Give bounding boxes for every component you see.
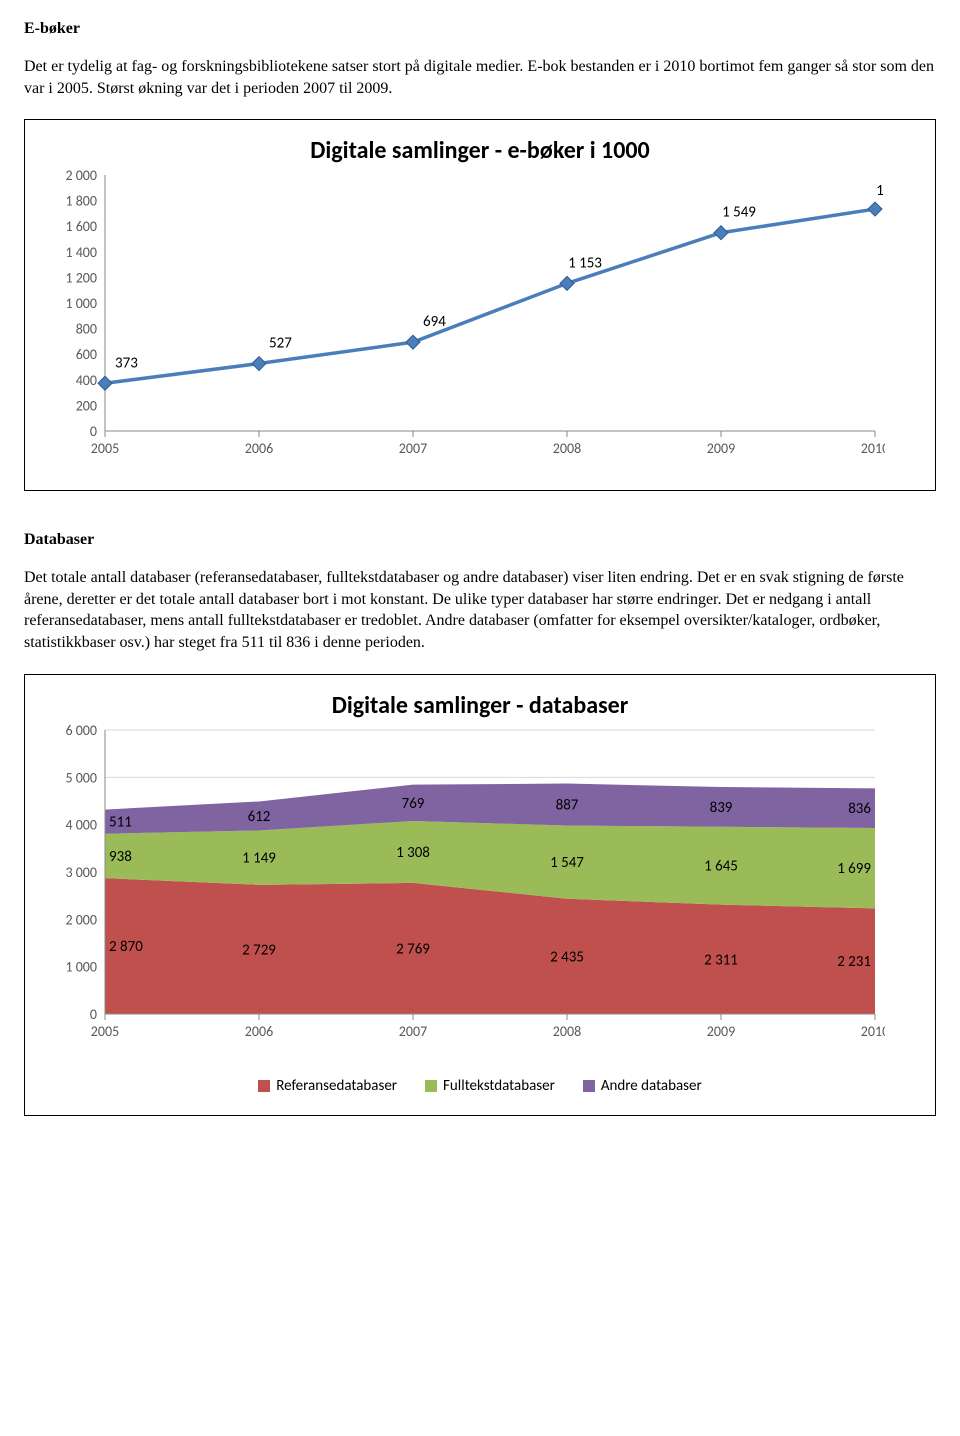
data-label: 694: [423, 313, 446, 331]
x-tick-label: 2009: [707, 440, 735, 457]
data-marker: [560, 277, 574, 291]
legend-item: Fulltekstdatabaser: [425, 1077, 555, 1095]
x-tick-label: 2007: [399, 440, 427, 457]
x-tick-label: 2006: [245, 1023, 273, 1040]
x-tick-label: 2008: [553, 440, 581, 457]
data-label: 511: [109, 813, 132, 831]
legend-swatch: [425, 1080, 437, 1092]
data-label: 836: [848, 800, 871, 818]
data-label: 1 547: [550, 854, 584, 872]
section-heading-databases: Databaser: [24, 531, 936, 549]
section-para-ebooks: Det er tydelig at fag- og forskningsbibl…: [24, 56, 936, 99]
y-tick-label: 2 000: [65, 911, 97, 928]
chart-ebooks-box: Digitale samlinger - e-bøker i 1000 0200…: [24, 119, 936, 491]
y-tick-label: 6 000: [65, 722, 97, 739]
y-tick-label: 200: [76, 398, 97, 415]
y-tick-label: 800: [76, 321, 97, 338]
x-tick-label: 2010: [861, 1023, 885, 1040]
y-tick-label: 4 000: [65, 816, 97, 833]
data-label: 373: [115, 354, 138, 372]
legend-item: Referansedatabaser: [258, 1077, 397, 1095]
data-label: 2 231: [837, 953, 871, 971]
y-tick-label: 1 400: [65, 244, 97, 261]
data-label: 1 734: [876, 182, 885, 200]
legend-item: Andre databaser: [583, 1077, 702, 1095]
data-marker: [98, 376, 112, 390]
y-tick-label: 400: [76, 372, 97, 389]
x-tick-label: 2010: [861, 440, 885, 457]
x-tick-label: 2005: [91, 1023, 119, 1040]
data-label: 1 149: [242, 849, 276, 867]
legend-label: Andre databaser: [601, 1077, 702, 1095]
chart-ebooks-svg: 0 200 400 600 800 1 000 1 200 1 400 1 600 1 800 2 …: [45, 165, 885, 465]
data-label: 2 729: [242, 941, 276, 959]
y-tick-label: 1 000: [65, 958, 97, 975]
y-tick-label: 0: [90, 1006, 97, 1023]
y-tick-label: 1 600: [65, 218, 97, 235]
data-label: 2 870: [109, 938, 143, 956]
data-marker: [252, 357, 266, 371]
data-label: 1 153: [568, 255, 602, 273]
section-heading-ebooks: E-bøker: [24, 20, 936, 38]
chart-ebooks-title: Digitale samlinger - e-bøker i 1000: [45, 136, 915, 165]
data-label: 938: [109, 848, 132, 866]
chart-databases-box: Digitale samlinger - databaser 0 1 000 2 0…: [24, 674, 936, 1116]
y-tick-label: 600: [76, 346, 97, 363]
data-marker: [406, 335, 420, 349]
chart-databases-title: Digitale samlinger - databaser: [45, 691, 915, 720]
x-tick-label: 2007: [399, 1023, 427, 1040]
x-tick-label: 2006: [245, 440, 273, 457]
data-label: 612: [248, 808, 271, 826]
x-tick-label: 2008: [553, 1023, 581, 1040]
data-label: 2 769: [396, 940, 430, 958]
data-marker: [868, 202, 882, 216]
data-label: 887: [556, 796, 579, 814]
y-tick-label: 1 800: [65, 193, 97, 210]
data-label: 1 699: [837, 860, 871, 878]
legend-label: Referansedatabaser: [276, 1077, 397, 1095]
y-tick-label: 1 000: [65, 295, 97, 312]
y-tick-label: 2 000: [65, 167, 97, 184]
data-label: 527: [269, 335, 292, 353]
line-series: [105, 209, 875, 383]
y-tick-label: 5 000: [65, 769, 97, 786]
legend-swatch: [258, 1080, 270, 1092]
data-label: 1 308: [396, 844, 430, 862]
chart-databases-legend: Referansedatabaser Fulltekstdatabaser Andr…: [45, 1077, 915, 1095]
x-tick-label: 2005: [91, 440, 119, 457]
legend-swatch: [583, 1080, 595, 1092]
section-para-databases: Det totale antall databaser (referanseda…: [24, 567, 936, 653]
y-tick-label: 0: [90, 423, 97, 440]
legend-label: Fulltekstdatabaser: [443, 1077, 555, 1095]
chart-databases-svg: 0 1 000 2 000 3 000 4 000 5 000 6 000 2005 2006 2…: [45, 720, 885, 1060]
data-label: 1 645: [704, 857, 738, 875]
data-label: 2 311: [704, 951, 738, 969]
data-label: 769: [402, 794, 425, 812]
data-marker: [714, 226, 728, 240]
y-tick-label: 1 200: [65, 270, 97, 287]
data-label: 839: [710, 798, 733, 816]
data-label: 2 435: [550, 948, 584, 966]
x-tick-label: 2009: [707, 1023, 735, 1040]
y-tick-label: 3 000: [65, 864, 97, 881]
data-label: 1 549: [722, 204, 756, 222]
